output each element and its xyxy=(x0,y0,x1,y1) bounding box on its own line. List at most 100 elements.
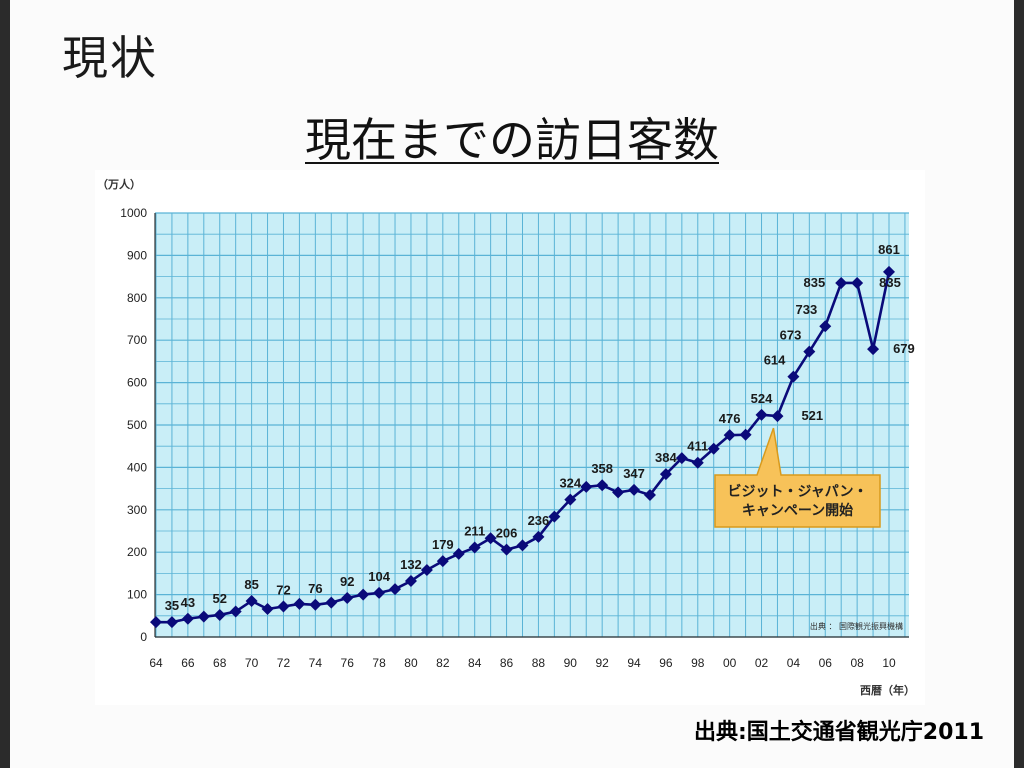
x-tick-label: 02 xyxy=(755,656,769,670)
x-tick-label: 78 xyxy=(372,656,386,670)
x-tick-label: 80 xyxy=(404,656,418,670)
data-label: 614 xyxy=(764,353,786,368)
data-label: 104 xyxy=(368,569,390,584)
x-tick-label: 00 xyxy=(723,656,737,670)
y-tick-label: 100 xyxy=(127,588,147,602)
y-tick-label: 300 xyxy=(127,503,147,517)
data-point xyxy=(325,596,338,609)
data-label: 384 xyxy=(655,450,677,465)
data-label: 673 xyxy=(780,328,802,343)
data-label: 72 xyxy=(276,582,290,597)
x-tick-label: 72 xyxy=(277,656,291,670)
data-point xyxy=(293,597,306,610)
data-label: 835 xyxy=(803,275,825,290)
y-tick-label: 600 xyxy=(127,376,147,390)
data-point xyxy=(771,410,784,423)
callout-box xyxy=(714,427,881,528)
data-point xyxy=(436,555,449,568)
data-point xyxy=(420,564,433,577)
data-point xyxy=(596,479,609,492)
data-point xyxy=(819,320,832,333)
data-point xyxy=(197,610,210,623)
x-tick-label: 90 xyxy=(564,656,578,670)
data-point xyxy=(261,603,274,616)
x-tick-label: 04 xyxy=(787,656,801,670)
grid xyxy=(155,212,909,638)
y-tick-label: 400 xyxy=(127,460,147,474)
data-point xyxy=(516,539,529,552)
data-label: 411 xyxy=(687,439,708,454)
data-point xyxy=(835,276,848,289)
data-label: 679 xyxy=(893,341,915,356)
x-tick-label: 88 xyxy=(532,656,546,670)
data-label: 92 xyxy=(340,574,354,589)
data-label: 43 xyxy=(181,595,195,610)
x-tick-label: 66 xyxy=(181,656,195,670)
data-label: 476 xyxy=(719,411,741,426)
data-point xyxy=(532,530,545,543)
x-tick-label: 74 xyxy=(309,656,323,670)
x-tick-label: 68 xyxy=(213,656,227,670)
data-point xyxy=(691,456,704,469)
data-point xyxy=(564,493,577,506)
x-tick-label: 98 xyxy=(691,656,705,670)
data-label: 179 xyxy=(432,537,454,552)
chart-source-note: 出典 ： 国際観光振興機構 xyxy=(810,621,903,631)
data-point xyxy=(675,452,688,465)
data-point xyxy=(500,543,513,556)
source-credit: 出典:国土交通省観光庁2011 xyxy=(693,720,984,745)
data-label: 236 xyxy=(528,513,550,528)
data-point xyxy=(723,429,736,442)
x-tick-label: 82 xyxy=(436,656,450,670)
data-point xyxy=(787,370,800,383)
x-tick-label: 10 xyxy=(882,656,896,670)
data-point xyxy=(357,588,370,601)
data-label: 76 xyxy=(308,581,322,596)
y-tick-label: 900 xyxy=(127,248,147,262)
x-tick-label: 92 xyxy=(595,656,609,670)
data-point xyxy=(309,598,322,611)
data-point xyxy=(181,612,194,625)
data-labels: 35 43 52 85 72 76 92 104 132 179 211 206 236 324 358 34… xyxy=(165,242,915,613)
x-tick-label: 86 xyxy=(500,656,514,670)
data-label: 324 xyxy=(559,476,581,491)
data-label: 132 xyxy=(400,557,422,572)
data-point xyxy=(150,616,162,629)
data-point xyxy=(277,600,290,613)
data-label: 347 xyxy=(623,466,645,481)
data-point xyxy=(389,583,402,596)
slide-title: 現状 xyxy=(62,31,158,85)
data-label: 358 xyxy=(591,461,613,476)
x-tick-label: 76 xyxy=(341,656,355,670)
x-tick-label: 08 xyxy=(850,656,864,670)
data-label: 206 xyxy=(496,526,518,541)
data-point xyxy=(739,428,752,441)
data-label: 521 xyxy=(801,408,823,423)
data-label: 35 xyxy=(165,598,179,613)
data-label: 52 xyxy=(213,591,227,606)
y-tick-label: 500 xyxy=(127,418,147,432)
y-tick-label: 0 xyxy=(140,630,147,644)
data-point xyxy=(883,265,895,278)
data-point xyxy=(341,591,354,604)
slide-subtitle: 現在までの訪日客数 xyxy=(305,113,719,167)
data-point xyxy=(484,532,497,545)
data-point xyxy=(707,442,720,455)
y-tick-label: 700 xyxy=(127,333,147,347)
x-tick-label: 70 xyxy=(245,656,259,670)
x-tick-label: 64 xyxy=(149,656,163,670)
x-axis-title: 西暦（年） xyxy=(860,683,915,697)
data-point xyxy=(165,616,178,629)
x-tick-label: 96 xyxy=(659,656,673,670)
data-point xyxy=(659,468,672,481)
data-point xyxy=(404,575,417,588)
data-label: 524 xyxy=(751,391,773,406)
data-point xyxy=(851,276,864,289)
data-point xyxy=(245,594,258,607)
data-point xyxy=(213,608,226,621)
slide-subtitle-wrapper: 現在までの訪日客数 xyxy=(0,104,1024,170)
campaign-callout: ビジット・ジャパン・キャンペーン開始 xyxy=(714,427,881,528)
data-point xyxy=(867,343,880,356)
